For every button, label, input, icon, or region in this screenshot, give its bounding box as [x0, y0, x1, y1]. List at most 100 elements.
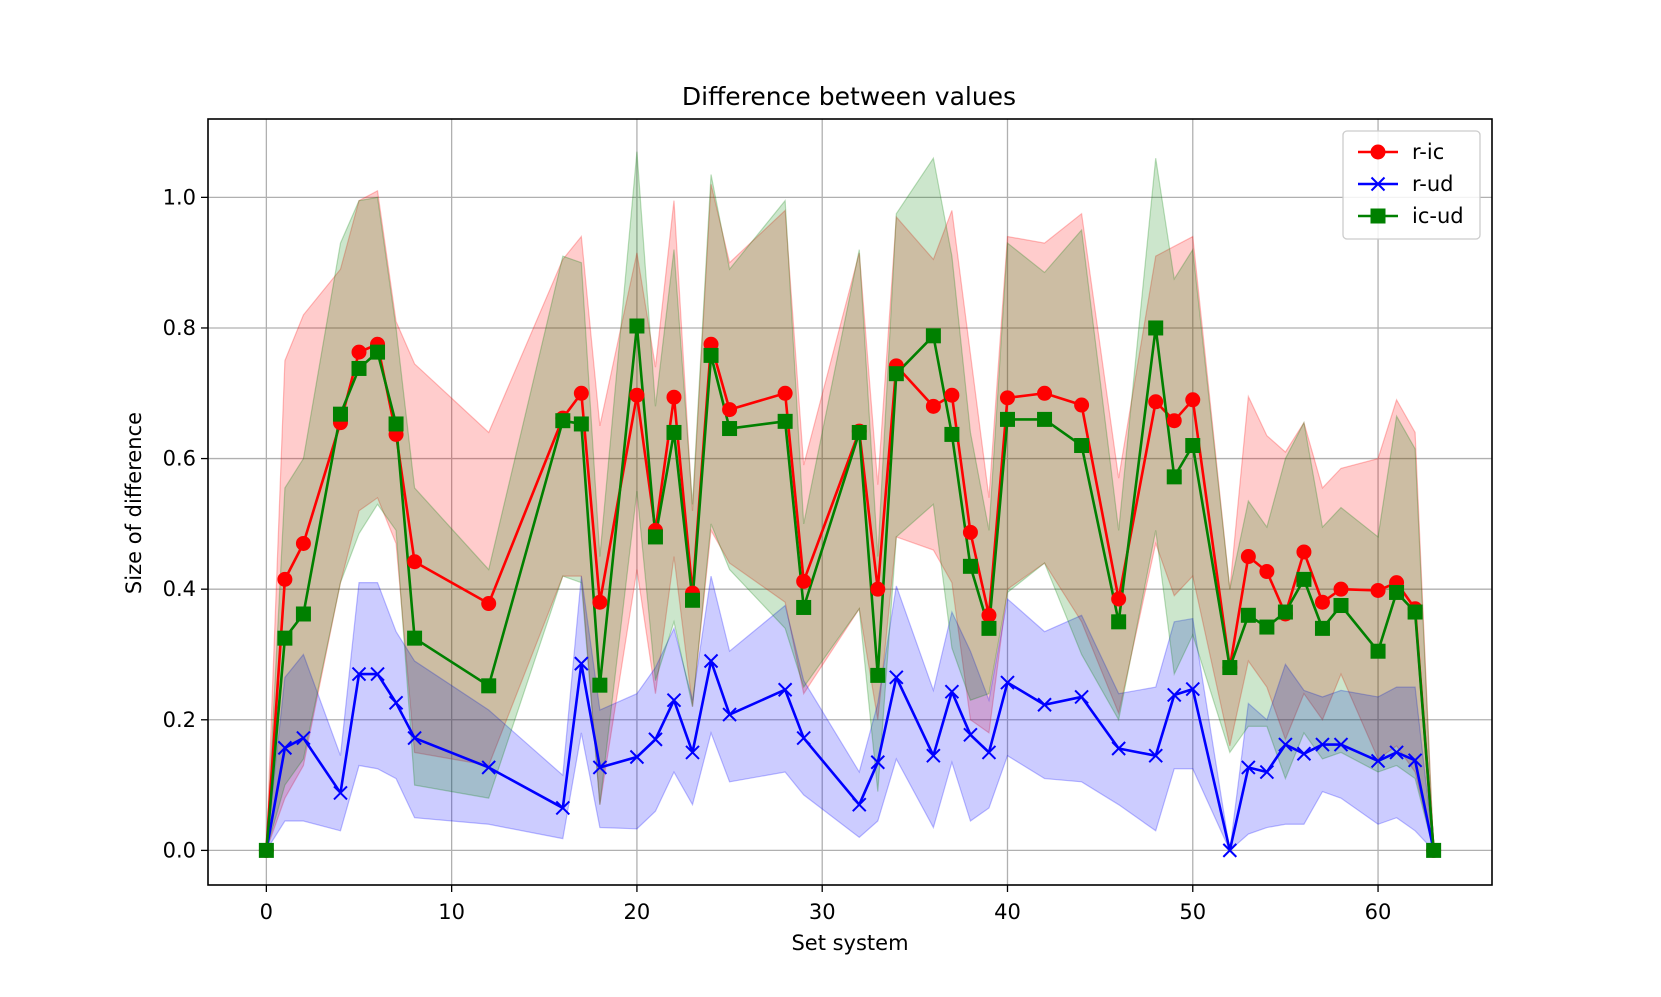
confidence-bands — [265, 151, 1435, 853]
point-r-ud — [481, 760, 496, 775]
point-r-ud — [1185, 681, 1200, 697]
point-r-ic — [592, 594, 608, 610]
series-markers — [258, 318, 1442, 858]
point-r-ud — [1278, 737, 1293, 752]
point-r-ic — [1259, 564, 1275, 580]
point-ic-ud — [870, 667, 886, 683]
point-ic-ud — [370, 344, 386, 360]
y-tick-label: 0.6 — [163, 447, 196, 471]
point-r-ud — [1259, 764, 1275, 780]
y-tick-label: 0.0 — [163, 838, 196, 862]
point-r-ud — [963, 727, 978, 743]
x-axis-label: Set system — [791, 931, 908, 955]
y-axis-label: Size of difference — [122, 412, 146, 594]
point-ic-ud — [925, 328, 941, 344]
point-r-ud — [852, 797, 867, 812]
point-r-ud — [1037, 697, 1052, 712]
x-tick-label: 60 — [1365, 900, 1392, 924]
point-r-ic — [1166, 413, 1182, 429]
point-r-ic — [1037, 385, 1053, 401]
legend: r-ic r-ud ic-ud — [1342, 130, 1481, 240]
x-axis-ticks: 0 10 20 30 40 50 60 — [260, 885, 1392, 924]
point-r-ud — [796, 730, 811, 746]
point-r-ic — [962, 524, 978, 540]
point-r-ud — [1407, 753, 1423, 768]
point-r-ic — [573, 385, 589, 401]
point-ic-ud — [999, 411, 1015, 427]
point-ic-ud — [796, 599, 812, 615]
point-r-ud — [1389, 745, 1404, 760]
point-r-ic — [1111, 591, 1127, 607]
x-tick-label: 0 — [260, 900, 273, 924]
y-tick-label: 0.8 — [163, 316, 196, 340]
x-tick-label: 50 — [1179, 900, 1206, 924]
y-tick-label: 1.0 — [163, 185, 196, 209]
point-r-ic — [629, 387, 645, 403]
y-tick-label: 0.2 — [163, 708, 196, 732]
point-r-ic — [722, 402, 738, 418]
x-tick-label: 20 — [624, 900, 651, 924]
point-ic-ud — [629, 318, 645, 334]
point-ic-ud — [407, 630, 423, 646]
point-ic-ud — [277, 630, 293, 646]
grid — [208, 119, 1492, 885]
point-r-ud — [1370, 753, 1386, 769]
point-ic-ud — [1185, 438, 1201, 454]
point-r-ic — [407, 554, 423, 570]
point-r-ic — [1370, 582, 1386, 598]
point-r-ud — [870, 755, 885, 770]
point-r-ud — [703, 653, 719, 669]
point-ic-ud — [573, 416, 589, 432]
point-r-ud — [1222, 843, 1238, 858]
point-ic-ud — [1037, 411, 1053, 427]
point-ic-ud — [944, 426, 960, 442]
point-ic-ud — [388, 416, 404, 432]
point-r-ic — [981, 607, 997, 623]
point-r-ic — [666, 389, 682, 405]
point-ic-ud — [295, 606, 311, 622]
point-r-ic — [351, 344, 367, 360]
point-ic-ud — [1148, 320, 1164, 336]
point-ic-ud — [1259, 619, 1275, 635]
point-r-ud — [592, 760, 608, 775]
point-ic-ud — [1426, 842, 1442, 858]
plot-frame — [207, 118, 1493, 886]
point-r-ic — [999, 390, 1015, 406]
point-r-ic — [870, 581, 886, 597]
point-r-ud — [296, 730, 311, 746]
point-ic-ud — [1370, 643, 1386, 659]
point-ic-ud — [351, 360, 367, 376]
point-r-ud — [889, 670, 904, 685]
point-r-ud — [666, 692, 682, 708]
point-r-ud — [685, 745, 700, 760]
point-r-ud — [1241, 760, 1256, 775]
point-r-ud — [555, 800, 571, 816]
point-r-ic — [1240, 549, 1256, 565]
chart-title: Difference between values — [682, 82, 1016, 111]
point-ic-ud — [1296, 571, 1312, 587]
point-r-ud — [351, 666, 367, 682]
point-ic-ud — [481, 678, 497, 694]
point-r-ic — [277, 571, 293, 587]
point-ic-ud — [888, 366, 904, 382]
legend-marker-r-ic — [1370, 144, 1386, 160]
point-r-ud — [388, 695, 404, 711]
point-r-ic — [1148, 394, 1164, 410]
point-ic-ud — [1389, 584, 1405, 600]
point-r-ic — [1185, 392, 1201, 408]
point-ic-ud — [258, 842, 274, 858]
point-ic-ud — [1314, 620, 1330, 636]
y-axis-ticks: 0.0 0.2 0.4 0.6 0.8 1.0 — [163, 185, 208, 862]
point-r-ud — [981, 745, 997, 760]
point-ic-ud — [332, 406, 348, 422]
point-r-ic — [1074, 397, 1090, 413]
point-r-ud — [1167, 687, 1182, 703]
point-r-ud — [1148, 748, 1163, 763]
point-r-ud — [370, 666, 385, 682]
point-ic-ud — [981, 620, 997, 636]
point-r-ud — [1333, 737, 1349, 752]
point-ic-ud — [962, 558, 978, 574]
point-r-ic — [481, 596, 497, 612]
legend-marker-r-ud — [1370, 176, 1386, 192]
